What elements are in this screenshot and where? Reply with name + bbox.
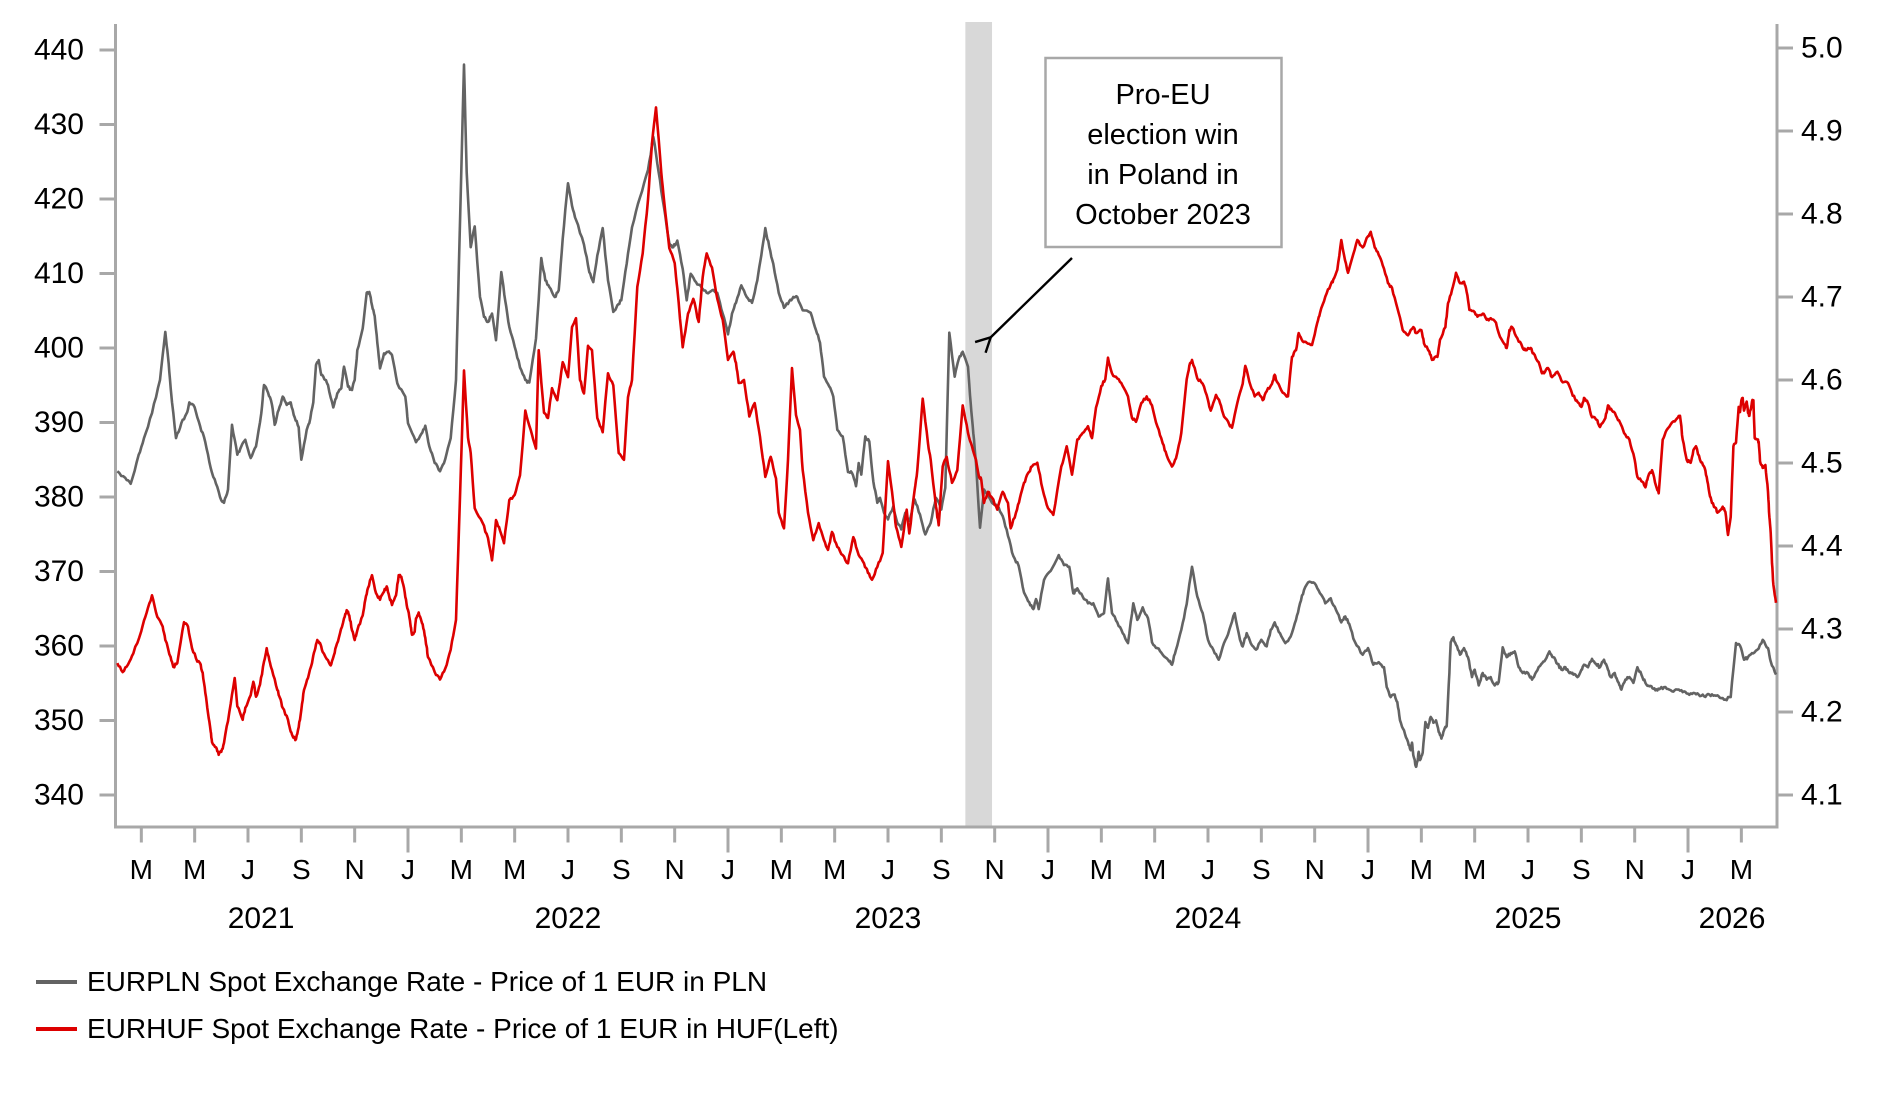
left-axis-tick-label: 390: [34, 406, 84, 439]
right-axis-tick-label: 4.9: [1801, 115, 1843, 148]
legend-label-eurhuf: EURHUF Spot Exchange Rate - Price of 1 E…: [87, 1012, 839, 1044]
left-axis-tick-label: 410: [34, 257, 84, 290]
annotation-line-2: election win: [1087, 119, 1239, 151]
right-axis-tick-label: 4.7: [1801, 281, 1843, 314]
left-axis-tick-label: 350: [34, 704, 84, 737]
series-layer: [116, 63, 1778, 769]
x-axis-month-label: M: [823, 854, 846, 885]
right-axis-tick-label: 4.3: [1801, 613, 1843, 646]
x-axis-month-label: M: [450, 854, 473, 885]
series-line-eurpln: [116, 63, 1778, 769]
x-axis-month-label: M: [1143, 854, 1166, 885]
annotation-box: [1044, 56, 1283, 249]
left-axis-tick-label: 340: [34, 779, 84, 812]
right-axis-tick-label: 4.2: [1801, 696, 1843, 729]
x-axis-month-label: N: [985, 854, 1005, 885]
x-axis-month-label: N: [1305, 854, 1325, 885]
x-axis-month-label: M: [770, 854, 793, 885]
x-axis-month-label: J: [401, 854, 415, 885]
x-axis-month-label: J: [561, 854, 575, 885]
legend-label-eurpln: EURPLN Spot Exchange Rate - Price of 1 E…: [87, 965, 768, 997]
x-axis-year-label: 2026: [1699, 902, 1766, 935]
x-axis-year-label: 2025: [1495, 902, 1562, 935]
right-axis-tick-label: 4.8: [1801, 198, 1843, 231]
annotation-line-3: in Poland in: [1087, 159, 1239, 191]
left-axis-tick-label: 430: [34, 108, 84, 141]
x-axis-year-label: 2024: [1175, 902, 1242, 935]
axes-layer: 440 430 420 410 400 390 380 370 360 350 340 5.0 4.9 4…: [34, 24, 1843, 935]
x-axis-month-label: M: [130, 854, 153, 885]
x-axis-month-label: N: [665, 854, 685, 885]
annotation-layer: Pro-EU election win in Poland in October…: [990, 56, 1283, 338]
x-axis-month-label: M: [1410, 854, 1433, 885]
left-axis-tick-label: 380: [34, 481, 84, 514]
x-axis-month-label: J: [1521, 854, 1535, 885]
highlight-band-october-2023: [965, 22, 993, 827]
x-axis-year-label: 2021: [228, 902, 295, 935]
right-axis-tick-label: 4.5: [1801, 447, 1843, 480]
annotation-arrow: [990, 257, 1073, 338]
x-axis-month-label: M: [183, 854, 206, 885]
legend: EURPLN Spot Exchange Rate - Price of 1 E…: [36, 966, 839, 1060]
legend-item-eurhuf: EURHUF Spot Exchange Rate - Price of 1 E…: [36, 1013, 839, 1044]
x-axis-year-label: 2023: [855, 902, 922, 935]
x-axis-month-label: N: [1625, 854, 1645, 885]
x-axis-month-label: J: [721, 854, 735, 885]
legend-item-eurpln: EURPLN Spot Exchange Rate - Price of 1 E…: [36, 966, 839, 997]
right-axis-tick-label: 4.4: [1801, 530, 1843, 563]
x-axis-year-label: 2022: [535, 902, 602, 935]
legend-swatch-eurpln-line-icon: [36, 979, 77, 984]
left-axis-tick-label: 370: [34, 555, 84, 588]
left-axis-tick-label: 440: [34, 34, 84, 67]
x-axis-month-label: S: [612, 854, 631, 885]
x-axis-month-label: J: [1361, 854, 1375, 885]
left-axis-tick-label: 400: [34, 332, 84, 365]
left-axis-tick-label: 360: [34, 630, 84, 663]
x-axis-month-label: M: [503, 854, 526, 885]
legend-swatch-eurhuf-line-icon: [36, 1026, 77, 1031]
left-axis-tick-label: 420: [34, 183, 84, 216]
annotation-line-4: October 2023: [1075, 199, 1251, 231]
x-axis-month-label: J: [241, 854, 255, 885]
x-axis-month-label: S: [292, 854, 311, 885]
x-axis-month-label: N: [345, 854, 365, 885]
annotation-line-1: Pro-EU: [1115, 79, 1210, 111]
x-axis-month-label: J: [1041, 854, 1055, 885]
x-axis-month-label: J: [1681, 854, 1695, 885]
right-axis-tick-label: 4.1: [1801, 779, 1843, 812]
x-axis-month-label: M: [1090, 854, 1113, 885]
band-layer: [965, 22, 993, 827]
x-axis-month-label: J: [881, 854, 895, 885]
x-axis-month-label: S: [932, 854, 951, 885]
x-axis-month-label: J: [1201, 854, 1215, 885]
x-axis-month-label: S: [1572, 854, 1591, 885]
x-axis-month-label: M: [1463, 854, 1486, 885]
right-axis-tick-label: 5.0: [1801, 32, 1843, 65]
series-line-eurhuf: [116, 106, 1778, 757]
x-axis-month-label: M: [1730, 854, 1753, 885]
x-axis-month-label: S: [1252, 854, 1271, 885]
right-axis-tick-label: 4.6: [1801, 364, 1843, 397]
